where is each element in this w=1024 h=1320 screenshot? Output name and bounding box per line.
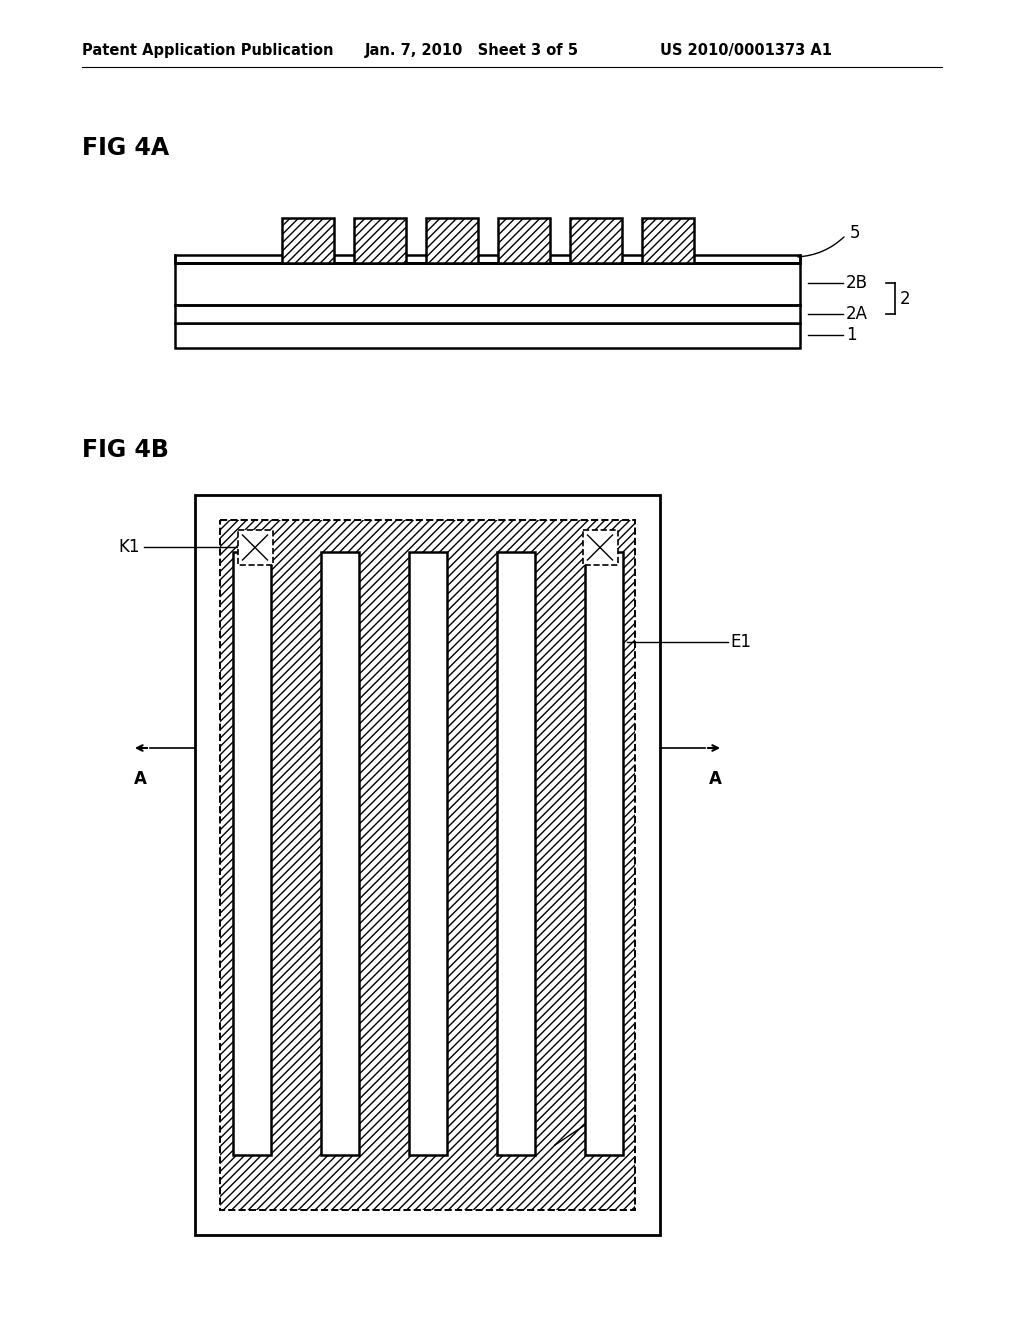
Bar <box>282 218 334 263</box>
Text: 5: 5 <box>587 1114 597 1133</box>
Text: US 2010/0001373 A1: US 2010/0001373 A1 <box>660 42 831 58</box>
Bar <box>195 495 660 1236</box>
Bar <box>175 305 800 323</box>
Text: E1: E1 <box>730 634 751 651</box>
Bar <box>409 552 446 1155</box>
Text: 2: 2 <box>900 289 910 308</box>
Bar <box>497 552 535 1155</box>
Text: K1: K1 <box>119 539 140 556</box>
Bar <box>426 218 477 263</box>
Bar <box>238 531 272 565</box>
Text: Jan. 7, 2010   Sheet 3 of 5: Jan. 7, 2010 Sheet 3 of 5 <box>365 42 579 58</box>
Bar <box>232 552 270 1155</box>
Bar <box>585 552 623 1155</box>
Bar <box>220 520 635 1210</box>
Bar <box>569 218 622 263</box>
Text: 5: 5 <box>850 224 860 242</box>
Text: 2A: 2A <box>846 305 868 323</box>
Bar <box>583 531 617 565</box>
Text: FIG 4A: FIG 4A <box>82 136 169 160</box>
Text: FIG 4B: FIG 4B <box>82 438 169 462</box>
Bar <box>321 552 358 1155</box>
Bar <box>175 323 800 348</box>
Bar <box>175 255 800 263</box>
Bar <box>353 218 406 263</box>
Text: Patent Application Publication: Patent Application Publication <box>82 42 334 58</box>
Bar <box>498 218 550 263</box>
Text: A: A <box>133 770 146 788</box>
Bar <box>641 218 693 263</box>
Text: A: A <box>709 770 722 788</box>
Text: 1: 1 <box>846 326 857 345</box>
Text: 2B: 2B <box>846 275 868 292</box>
